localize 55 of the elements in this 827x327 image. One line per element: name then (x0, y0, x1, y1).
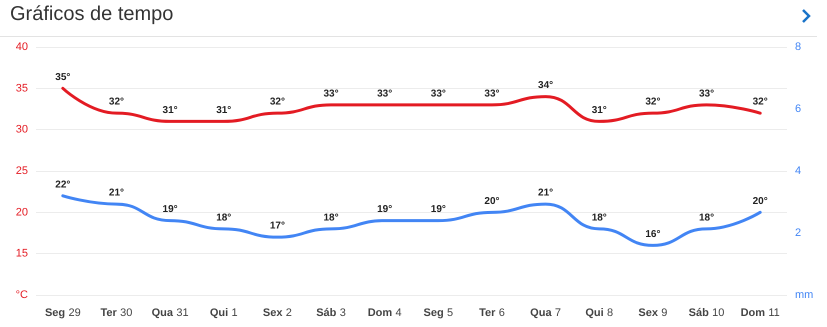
x-tick-label: Dom 4 (368, 307, 402, 319)
y2-tick-label: 2 (795, 227, 802, 239)
y-tick-label: 35 (16, 82, 28, 94)
data-label: 18° (216, 212, 232, 224)
data-label: 21° (538, 188, 554, 199)
data-label: 33° (430, 88, 446, 100)
y-tick-label: 30 (16, 124, 28, 136)
data-label: 17° (270, 220, 285, 232)
data-label: 19° (430, 204, 446, 216)
x-tick-label: Qui 1 (210, 307, 238, 319)
data-label: 33° (377, 88, 392, 100)
x-tick-label: Qua 7 (530, 307, 562, 319)
x-tick-label: Sáb 10 (688, 307, 724, 319)
data-label: 31° (162, 104, 178, 116)
y-tick-label: 20 (16, 206, 28, 218)
data-label: 18° (592, 212, 607, 224)
data-label: 34° (538, 80, 554, 92)
y-tick-label: °C (16, 289, 28, 301)
y2-tick-label: 8 (795, 41, 802, 53)
data-label: 18° (698, 212, 714, 224)
y2-tick-label: mm (795, 289, 814, 301)
data-label: 16° (645, 228, 660, 240)
x-tick-label: Dom 11 (740, 307, 780, 319)
data-label: 33° (698, 88, 714, 100)
data-label: 33° (484, 88, 500, 100)
data-label: 19° (377, 204, 392, 216)
data-label: 32° (270, 96, 285, 108)
x-tick-label: Ter 30 (100, 307, 132, 319)
x-tick-label: Ter 6 (479, 307, 505, 319)
data-label: 20° (484, 196, 500, 207)
data-label: 21° (108, 188, 124, 199)
data-label: 31° (216, 104, 232, 116)
data-label: 35° (55, 72, 70, 83)
data-label: 32° (108, 96, 124, 108)
chart-title: Gráficos de tempo (10, 3, 174, 26)
data-label: 31° (592, 104, 607, 116)
y-tick-label: 25 (16, 165, 28, 177)
x-tick-label: Seg 29 (44, 307, 81, 319)
y2-tick-label: 4 (795, 165, 802, 177)
y2-tick-label: 6 (795, 103, 802, 115)
x-tick-label: Qui 8 (585, 307, 614, 319)
x-tick-label: Seg 5 (424, 307, 454, 319)
data-label: 33° (323, 88, 339, 100)
data-label: 22° (55, 179, 70, 190)
x-tick-label: Qua 31 (152, 307, 189, 319)
x-tick-label: Sáb 3 (316, 307, 346, 319)
data-label: 18° (323, 212, 339, 224)
data-label: 32° (645, 96, 660, 108)
data-label: 32° (752, 96, 768, 108)
y-tick-label: 40 (16, 41, 28, 53)
x-tick-label: Sex 9 (638, 307, 668, 319)
data-label: 19° (162, 204, 178, 216)
x-tick-label: Sex 2 (262, 307, 292, 319)
data-label: 20° (752, 196, 768, 207)
y-tick-label: 15 (16, 248, 28, 260)
